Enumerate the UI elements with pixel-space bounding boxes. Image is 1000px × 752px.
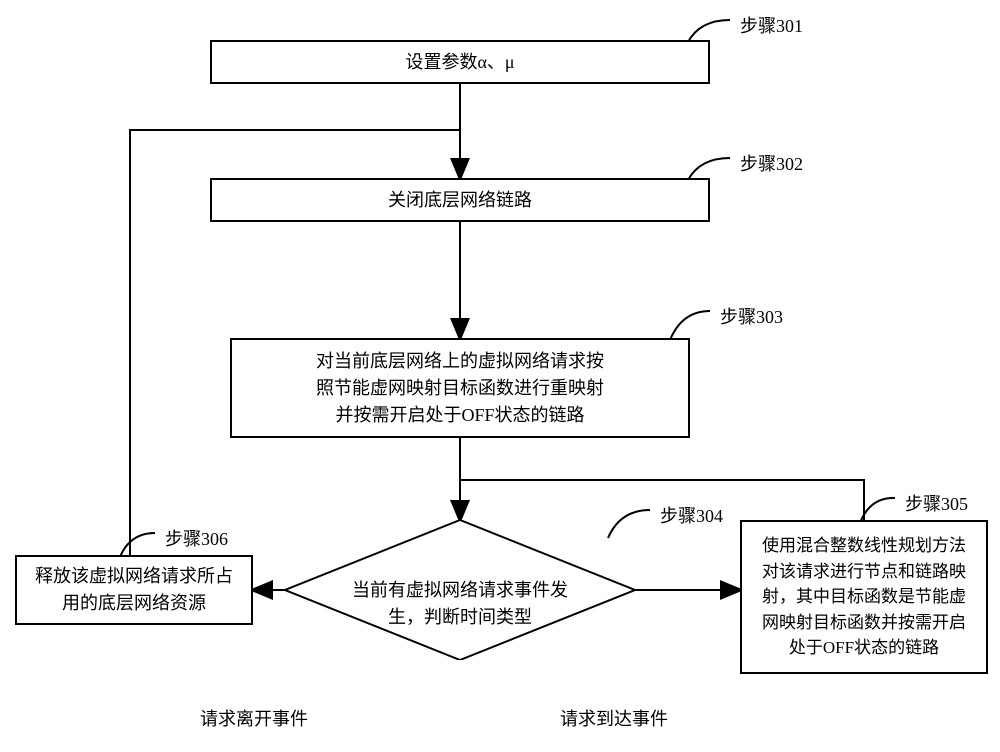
step-304-diamond: 当前有虚拟网络请求事件发 生，判断时间类型 bbox=[285, 520, 635, 660]
step-305-text: 使用混合整数线性规划方法 对该请求进行节点和链路映 射，其中目标函数是节能虚 网… bbox=[762, 533, 966, 661]
step-301-box: 设置参数α、μ bbox=[210, 40, 710, 84]
edge-label-arrive: 请求到达事件 bbox=[560, 705, 668, 731]
step-305-box: 使用混合整数线性规划方法 对该请求进行节点和链路映 射，其中目标函数是节能虚 网… bbox=[740, 520, 988, 674]
step-303-label: 步骤303 bbox=[720, 303, 783, 329]
step-304-label: 步骤304 bbox=[660, 502, 723, 528]
step-305-label: 步骤305 bbox=[905, 490, 968, 516]
step-306-box: 释放该虚拟网络请求所占 用的底层网络资源 bbox=[15, 555, 253, 625]
step-301-label: 步骤301 bbox=[740, 12, 803, 38]
step-303-text: 对当前底层网络上的虚拟网络请求按 照节能虚网映射目标函数进行重映射 并按需开启处… bbox=[316, 348, 604, 429]
step-302-box: 关闭底层网络链路 bbox=[210, 178, 710, 222]
step-302-text: 关闭底层网络链路 bbox=[388, 187, 532, 214]
step-304-text: 当前有虚拟网络请求事件发 生，判断时间类型 bbox=[352, 550, 568, 631]
step-303-box: 对当前底层网络上的虚拟网络请求按 照节能虚网映射目标函数进行重映射 并按需开启处… bbox=[230, 338, 690, 438]
edge-label-leave: 请求离开事件 bbox=[200, 705, 308, 731]
step-306-text: 释放该虚拟网络请求所占 用的底层网络资源 bbox=[35, 563, 233, 617]
flowchart-canvas: 设置参数α、μ 步骤301 关闭底层网络链路 步骤302 对当前底层网络上的虚拟… bbox=[0, 0, 1000, 752]
step-306-label: 步骤306 bbox=[165, 525, 228, 551]
step-301-text: 设置参数α、μ bbox=[405, 49, 514, 76]
step-302-label: 步骤302 bbox=[740, 150, 803, 176]
